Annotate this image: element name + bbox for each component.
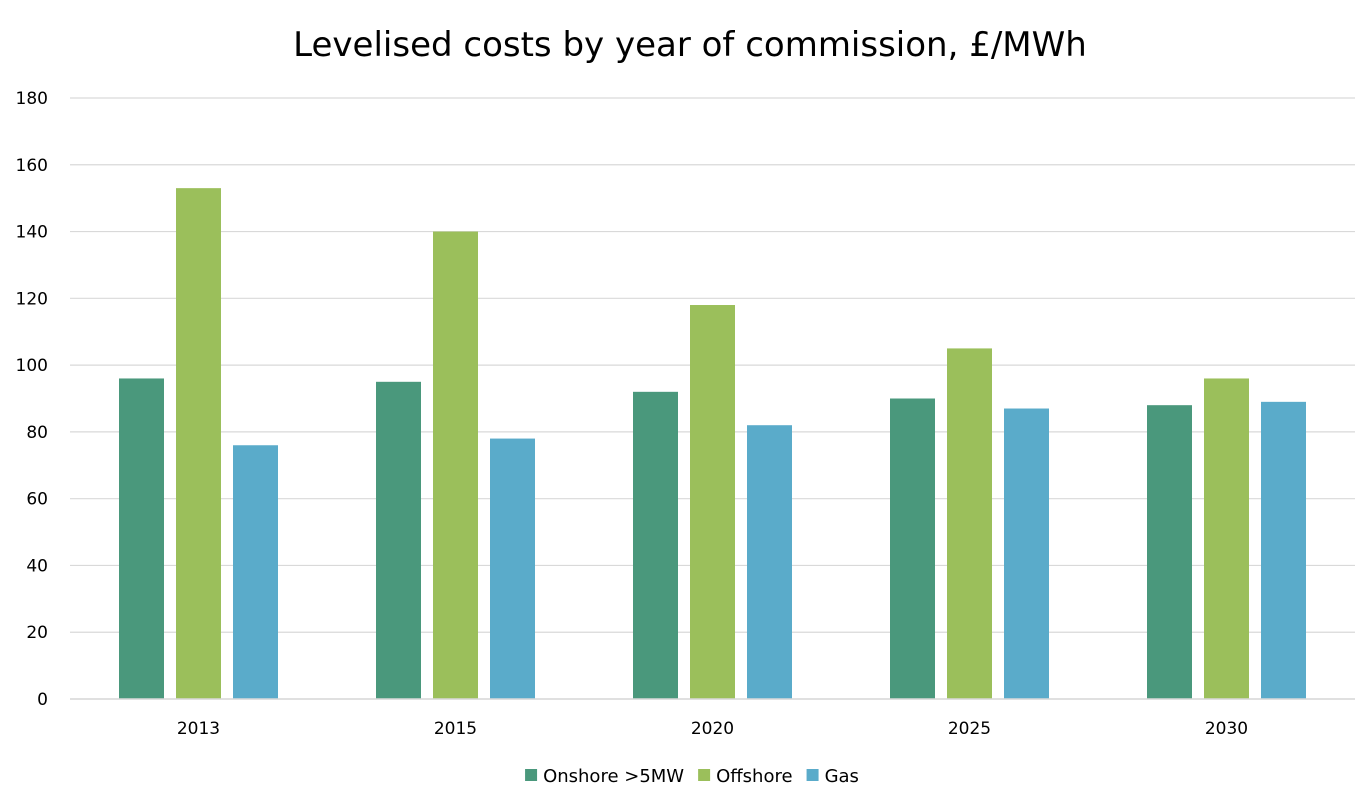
- y-tick-label: 0: [37, 690, 48, 710]
- legend: Onshore >5MW Offshore Gas: [525, 766, 859, 787]
- x-axis: 2013 2015 2020 2025 2030: [70, 698, 1355, 739]
- bar-onshore-5mw-2015: [376, 381, 421, 699]
- legend-swatch: [525, 769, 538, 781]
- bar-onshore-5mw-2013: [119, 378, 164, 699]
- legend-label: Offshore: [716, 766, 792, 787]
- legend-item: Onshore >5MW: [525, 766, 684, 787]
- y-tick-label: 120: [16, 289, 48, 309]
- bar-gas-2020: [747, 425, 792, 699]
- bar-offshore-2025: [947, 348, 992, 699]
- bar-offshore-2030: [1204, 378, 1249, 699]
- legend-swatch: [806, 769, 819, 781]
- y-tick-label: 80: [26, 423, 48, 443]
- bar-gas-2013: [233, 445, 278, 699]
- x-tick-label: 2020: [691, 719, 734, 739]
- bar-gas-2030: [1261, 401, 1306, 699]
- y-axis: 0 20 40 60 80 100 120 140 160 180: [16, 89, 48, 710]
- x-tick-label: 2015: [434, 719, 477, 739]
- x-tick-label: 2025: [948, 719, 991, 739]
- legend-swatch: [698, 769, 711, 781]
- y-tick-label: 60: [26, 490, 48, 510]
- y-tick-label: 20: [26, 623, 48, 643]
- y-tick-label: 180: [16, 89, 48, 109]
- bar-gas-2015: [490, 438, 535, 699]
- x-tick-label: 2013: [177, 719, 220, 739]
- bar-onshore-5mw-2020: [633, 391, 678, 699]
- bars: [119, 188, 1306, 700]
- bar-onshore-5mw-2030: [1147, 405, 1192, 699]
- bar-offshore-2013: [176, 188, 221, 699]
- x-tick-label: 2030: [1205, 719, 1248, 739]
- legend-label: Onshore >5MW: [543, 766, 684, 787]
- bar-offshore-2020: [690, 305, 735, 699]
- legend-item: Gas: [806, 766, 859, 787]
- bar-onshore-5mw-2025: [890, 398, 935, 699]
- y-tick-label: 140: [16, 223, 48, 243]
- y-tick-label: 40: [26, 556, 48, 576]
- y-tick-label: 100: [16, 356, 48, 376]
- legend-item: Offshore: [698, 766, 793, 787]
- chart-title: Levelised costs by year of commission, £…: [293, 25, 1087, 65]
- bar-offshore-2015: [433, 231, 478, 700]
- bar-gas-2025: [1004, 408, 1049, 699]
- legend-label: Gas: [825, 766, 859, 787]
- y-tick-label: 160: [16, 156, 48, 176]
